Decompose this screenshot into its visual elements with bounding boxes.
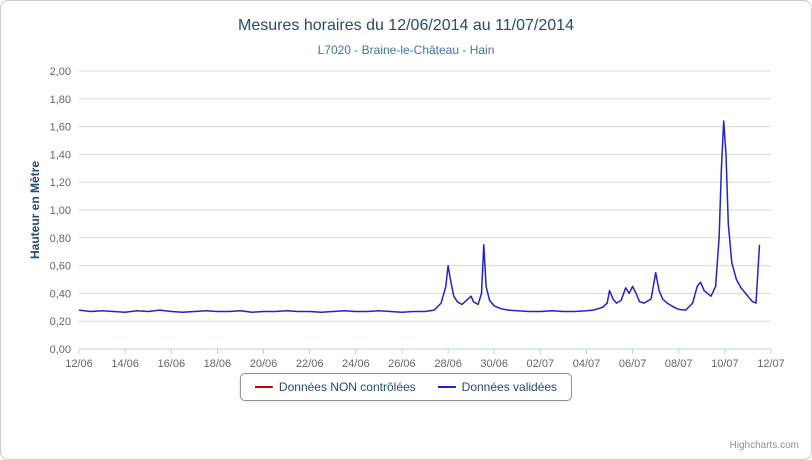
svg-text:20/06: 20/06 xyxy=(250,358,278,370)
highcharts-credit[interactable]: Highcharts.com xyxy=(729,440,799,451)
svg-text:14/06: 14/06 xyxy=(111,358,139,370)
legend-swatch-red-line xyxy=(254,386,273,388)
svg-text:02/07: 02/07 xyxy=(527,358,555,370)
svg-text:12/07: 12/07 xyxy=(757,358,785,370)
svg-text:0,60: 0,60 xyxy=(50,261,71,273)
svg-text:28/06: 28/06 xyxy=(434,358,462,370)
legend-swatch-blue-line xyxy=(437,386,456,388)
svg-text:18/06: 18/06 xyxy=(204,358,232,370)
svg-text:06/07: 06/07 xyxy=(619,358,647,370)
chart-subtitle: L7020 - Braine-le-Château - Hain xyxy=(317,43,495,57)
legend-label: Données validées xyxy=(461,380,558,394)
svg-text:10/07: 10/07 xyxy=(711,358,739,370)
legend-item-donnees-non-controlees[interactable]: Données NON contrôlées xyxy=(254,380,416,394)
legend-item-donnees-validees[interactable]: Données validées xyxy=(437,380,558,394)
svg-text:1,80: 1,80 xyxy=(50,94,71,106)
svg-text:1,00: 1,00 xyxy=(50,205,71,217)
svg-text:04/07: 04/07 xyxy=(573,358,601,370)
svg-text:16/06: 16/06 xyxy=(158,358,186,370)
svg-text:1,20: 1,20 xyxy=(50,177,71,189)
svg-text:2,00: 2,00 xyxy=(50,66,71,78)
legend-label: Données NON contrôlées xyxy=(278,380,416,394)
svg-text:0,00: 0,00 xyxy=(50,344,71,356)
svg-text:1,40: 1,40 xyxy=(50,149,71,161)
svg-text:0,20: 0,20 xyxy=(50,316,71,328)
svg-text:1,60: 1,60 xyxy=(50,122,71,134)
legend: Données NON contrôlées Données validées xyxy=(239,373,573,401)
svg-text:30/06: 30/06 xyxy=(480,358,508,370)
svg-text:12/06: 12/06 xyxy=(65,358,93,370)
svg-text:0,80: 0,80 xyxy=(50,233,71,245)
svg-text:22/06: 22/06 xyxy=(296,358,324,370)
svg-text:0,40: 0,40 xyxy=(50,288,71,300)
svg-text:24/06: 24/06 xyxy=(342,358,370,370)
svg-text:26/06: 26/06 xyxy=(388,358,416,370)
y-axis-title: Hauteur en Mètre xyxy=(28,160,42,260)
chart-title: Mesures horaires du 12/06/2014 au 11/07/… xyxy=(238,17,574,34)
svg-text:08/07: 08/07 xyxy=(665,358,693,370)
